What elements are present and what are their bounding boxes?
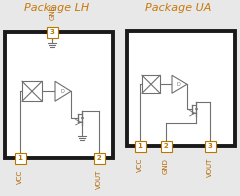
Text: D: D bbox=[60, 89, 64, 94]
Bar bbox=[94, 153, 104, 164]
Polygon shape bbox=[172, 75, 187, 93]
Polygon shape bbox=[55, 81, 71, 101]
Bar bbox=[5, 32, 113, 158]
Text: VOUT: VOUT bbox=[207, 158, 213, 177]
Bar bbox=[22, 81, 42, 101]
Bar bbox=[142, 75, 160, 93]
Bar bbox=[127, 31, 235, 146]
Text: VOUT: VOUT bbox=[96, 170, 102, 190]
Text: 1: 1 bbox=[138, 143, 142, 149]
Bar bbox=[47, 27, 58, 38]
Bar bbox=[204, 141, 216, 152]
Text: Package UA: Package UA bbox=[145, 4, 211, 14]
Text: D: D bbox=[177, 82, 181, 87]
Text: 2: 2 bbox=[164, 143, 168, 149]
Bar bbox=[134, 141, 145, 152]
Text: 1: 1 bbox=[18, 155, 22, 161]
Text: Package LH: Package LH bbox=[24, 4, 90, 14]
Text: VCC: VCC bbox=[17, 170, 23, 184]
Text: GND: GND bbox=[50, 5, 56, 20]
Text: 3: 3 bbox=[208, 143, 212, 149]
Bar bbox=[161, 141, 172, 152]
Bar bbox=[14, 153, 25, 164]
Text: 2: 2 bbox=[97, 155, 101, 161]
Text: VCC: VCC bbox=[137, 158, 143, 172]
Text: GND: GND bbox=[163, 158, 169, 174]
Text: 3: 3 bbox=[50, 29, 54, 35]
